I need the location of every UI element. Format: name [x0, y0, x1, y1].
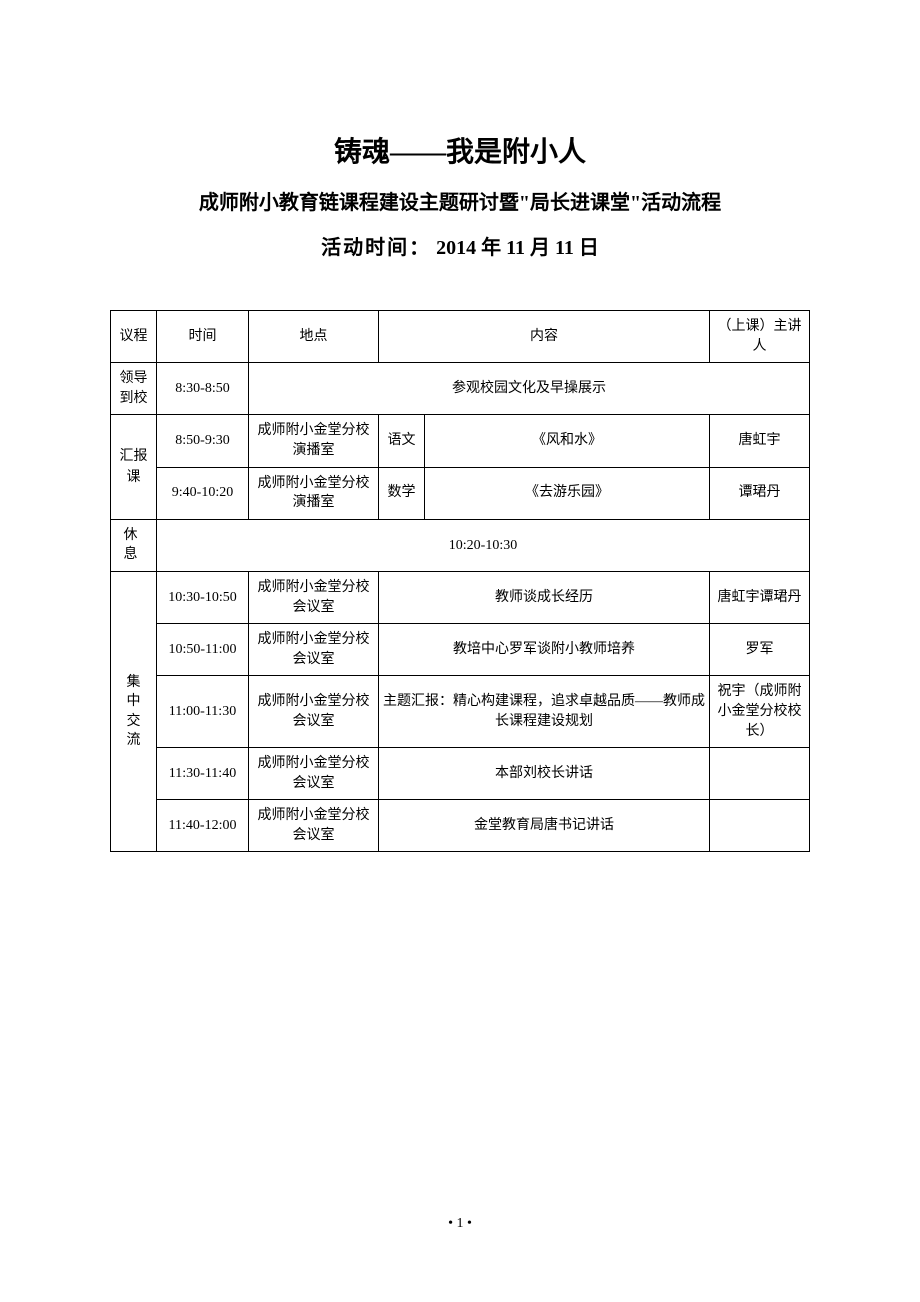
- cell-content: 《风和水》: [425, 415, 710, 467]
- cell-presenter: [710, 748, 810, 800]
- cell-time: 8:50-9:30: [157, 415, 249, 467]
- cell-location: 成师附小金堂分校演播室: [249, 415, 379, 467]
- cell-agenda: 领导到校: [111, 363, 157, 415]
- cell-agenda: 汇报课: [111, 415, 157, 519]
- table-row: 汇报课 8:50-9:30 成师附小金堂分校演播室 语文 《风和水》 唐虹宇: [111, 415, 810, 467]
- date-value: 2014 年 11 月 11 日: [436, 237, 599, 259]
- header-presenter: （上课）主讲人: [710, 311, 810, 363]
- title-date: 活动时间： 2014 年 11 月 11 日: [110, 231, 810, 260]
- cell-time: 8:30-8:50: [157, 363, 249, 415]
- cell-agenda: 集中交流: [111, 571, 157, 852]
- table-row: 集中交流 10:30-10:50 成师附小金堂分校会议室 教师谈成长经历 唐虹宇…: [111, 571, 810, 623]
- cell-time: 11:00-11:30: [157, 676, 249, 748]
- table-row: 领导到校 8:30-8:50 参观校园文化及早操展示: [111, 363, 810, 415]
- cell-content-merged: 教师谈成长经历: [379, 571, 710, 623]
- header-location: 地点: [249, 311, 379, 363]
- cell-presenter: 唐虹宇谭珺丹: [710, 571, 810, 623]
- cell-time: 9:40-10:20: [157, 467, 249, 519]
- cell-subject: 数学: [379, 467, 425, 519]
- schedule-table: 议程 时间 地点 内容 （上课）主讲人 领导到校 8:30-8:50 参观校园文…: [110, 310, 810, 852]
- cell-presenter: 罗军: [710, 624, 810, 676]
- table-row: 11:00-11:30 成师附小金堂分校会议室 主题汇报：精心构建课程，追求卓越…: [111, 676, 810, 748]
- cell-content-merged: 金堂教育局唐书记讲话: [379, 800, 710, 852]
- cell-location: 成师附小金堂分校会议室: [249, 800, 379, 852]
- cell-agenda: 休 息: [111, 519, 157, 571]
- table-row: 休 息 10:20-10:30: [111, 519, 810, 571]
- cell-location: 成师附小金堂分校会议室: [249, 571, 379, 623]
- header-time: 时间: [157, 311, 249, 363]
- table-row: 11:40-12:00 成师附小金堂分校会议室 金堂教育局唐书记讲话: [111, 800, 810, 852]
- page-number: • 1 •: [0, 1216, 920, 1232]
- cell-content-merged: 主题汇报：精心构建课程，追求卓越品质——教师成长课程建设规划: [379, 676, 710, 748]
- header-content: 内容: [379, 311, 710, 363]
- cell-time: 11:40-12:00: [157, 800, 249, 852]
- cell-location: 成师附小金堂分校演播室: [249, 467, 379, 519]
- cell-time: 11:30-11:40: [157, 748, 249, 800]
- table-row: 10:50-11:00 成师附小金堂分校会议室 教培中心罗军谈附小教师培养 罗军: [111, 624, 810, 676]
- table-header-row: 议程 时间 地点 内容 （上课）主讲人: [111, 311, 810, 363]
- cell-location: 成师附小金堂分校会议室: [249, 624, 379, 676]
- cell-location: 成师附小金堂分校会议室: [249, 676, 379, 748]
- title-main: 铸魂——我是附小人: [110, 130, 810, 170]
- cell-merged-full: 10:20-10:30: [157, 519, 810, 571]
- cell-content-merged: 本部刘校长讲话: [379, 748, 710, 800]
- table-row: 11:30-11:40 成师附小金堂分校会议室 本部刘校长讲话: [111, 748, 810, 800]
- cell-presenter: 谭珺丹: [710, 467, 810, 519]
- cell-subject: 语文: [379, 415, 425, 467]
- cell-time: 10:30-10:50: [157, 571, 249, 623]
- page-number-value: 1: [457, 1216, 464, 1231]
- cell-location: 成师附小金堂分校会议室: [249, 748, 379, 800]
- cell-presenter: 祝宇（成师附小金堂分校校长）: [710, 676, 810, 748]
- title-sub: 成师附小教育链课程建设主题研讨暨"局长进课堂"活动流程: [110, 186, 810, 215]
- table-row: 9:40-10:20 成师附小金堂分校演播室 数学 《去游乐园》 谭珺丹: [111, 467, 810, 519]
- cell-merged-content: 参观校园文化及早操展示: [249, 363, 810, 415]
- cell-content-merged: 教培中心罗军谈附小教师培养: [379, 624, 710, 676]
- cell-time: 10:50-11:00: [157, 624, 249, 676]
- cell-presenter: [710, 800, 810, 852]
- cell-content: 《去游乐园》: [425, 467, 710, 519]
- document-page: 铸魂——我是附小人 成师附小教育链课程建设主题研讨暨"局长进课堂"活动流程 活动…: [0, 0, 920, 852]
- date-label: 活动时间：: [321, 237, 431, 259]
- header-agenda: 议程: [111, 311, 157, 363]
- cell-presenter: 唐虹宇: [710, 415, 810, 467]
